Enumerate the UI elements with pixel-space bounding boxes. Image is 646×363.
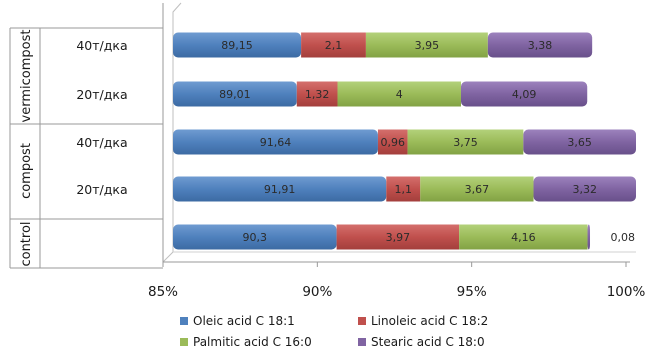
group-label-control: control [19,221,34,266]
data-label: 4,09 [512,88,537,101]
bar-segment-linoleic-acid-c-18-2 [301,32,366,58]
data-label: 91,91 [264,183,296,196]
bar-segment-palmitic-acid-c-16-0 [337,81,461,107]
bar-segment-stearic-acid-c-18-0 [587,224,591,250]
category-label: 20т/дка [76,182,127,197]
bar-segment-linoleic-acid-c-18-2 [377,129,408,155]
legend-label: Stearic acid C 18:0 [371,335,485,349]
data-label: 3,75 [453,136,478,149]
category-label: 40т/дка [76,135,127,150]
plot-wall [162,2,182,263]
data-label: 90,3 [243,231,268,244]
bar-segment-oleic-acid-c-18-1 [173,32,302,58]
bar-segment-oleic-acid-c-18-1 [173,129,378,155]
bar-segment-palmitic-acid-c-16-0 [407,129,524,155]
bar-segment-oleic-acid-c-18-1 [173,81,297,107]
data-label: 4 [396,88,403,101]
x-tick-label: 85% [148,284,178,300]
bar-segment-oleic-acid-c-18-1 [173,224,337,250]
data-label: 3,65 [567,136,592,149]
data-label: 89,15 [221,39,253,52]
data-label: 1,1 [395,183,413,196]
bar-segment-stearic-acid-c-18-0 [523,129,636,155]
bar-segment-linoleic-acid-c-18-2 [386,176,421,202]
data-label: 3,32 [573,183,598,196]
data-label: 2,1 [325,39,343,52]
bar-segment-palmitic-acid-c-16-0 [365,32,488,58]
data-label: 89,01 [219,88,251,101]
bar-segment-stearic-acid-c-18-0 [533,176,636,202]
data-label: 3,38 [528,39,553,52]
bar-segment-linoleic-acid-c-18-2 [296,81,338,107]
x-tick-label: 95% [457,284,487,300]
category-label: 20т/дка [76,87,127,102]
bar-segment-oleic-acid-c-18-1 [173,176,387,202]
bar-segment-stearic-acid-c-18-0 [487,32,593,58]
bar-segment-palmitic-acid-c-16-0 [459,224,588,250]
legend-label: Palmitic acid C 16:0 [193,335,312,349]
group-label-compost: compost [19,143,34,199]
data-label: 4,16 [511,231,536,244]
data-label: 91,64 [260,136,292,149]
legend-label: Linoleic acid C 18:2 [371,314,488,328]
data-label: 0,96 [381,136,406,149]
bar-segment-linoleic-acid-c-18-2 [336,224,460,250]
x-tick-label: 100% [607,284,646,300]
legend-swatch [180,317,188,325]
data-label: 1,32 [305,88,330,101]
legend-swatch [358,338,366,346]
x-tick-label: 90% [302,284,332,300]
category-label: 40т/дка [76,38,127,53]
bar-segment-stearic-acid-c-18-0 [460,81,588,107]
group-label-vermicompost: vermicompost [19,30,34,123]
legend-label: Oleic acid C 18:1 [193,314,295,328]
data-label: 3,97 [386,231,411,244]
data-label: 3,67 [465,183,490,196]
data-label: 3,95 [415,39,440,52]
legend-swatch [180,338,188,346]
bar-segment-palmitic-acid-c-16-0 [420,176,534,202]
legend-swatch [358,317,366,325]
data-label: 0,08 [611,231,636,244]
